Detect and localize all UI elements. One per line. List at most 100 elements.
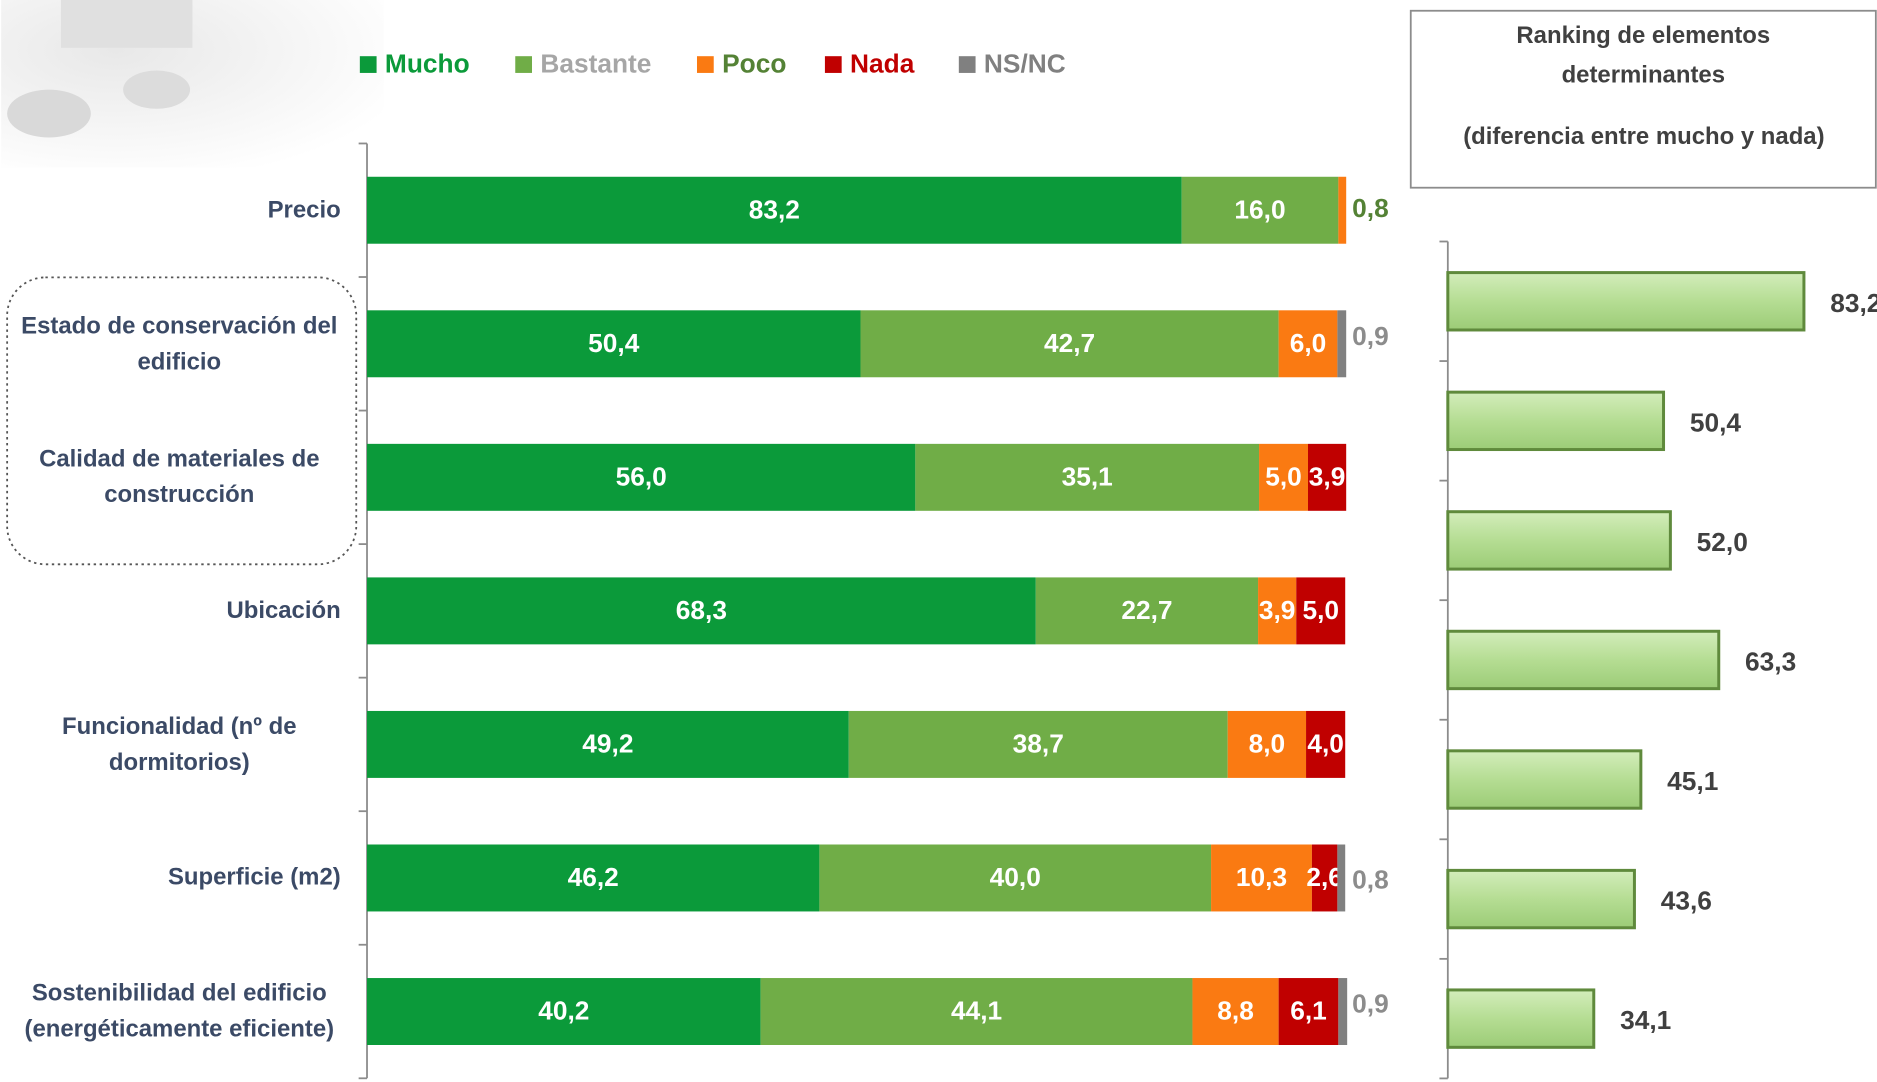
ranking-title-wrap: Ranking de elementos determinantes [1516, 22, 1771, 89]
data-label: 83,2 [749, 194, 800, 224]
data-label: 83,2 [1830, 288, 1877, 318]
data-label: 46,2 [568, 862, 619, 892]
bar [1446, 390, 1666, 452]
bar-segment [367, 310, 861, 378]
ranking-title: Ranking de elementos determinantes [1516, 22, 1771, 89]
highlight-box [6, 276, 358, 566]
decoration [1, 0, 384, 168]
category-label-wrap: Precio [1, 144, 341, 276]
bar [1446, 510, 1672, 571]
data-label: 5,0 [1265, 461, 1302, 491]
data-label: 2,6 [1306, 862, 1343, 892]
bar-segment [1296, 577, 1346, 645]
legend-label: Bastante [540, 49, 651, 79]
data-label: 63,3 [1745, 647, 1796, 677]
data-label: 68,3 [676, 595, 727, 625]
bar-segment [760, 978, 1193, 1045]
ranking-title-box [1409, 9, 1877, 189]
data-label: 44,1 [951, 996, 1002, 1026]
category-label-box: Calidad de materiales de construcción [1, 412, 341, 544]
data-label: 50,4 [588, 328, 640, 358]
bar [1446, 988, 1596, 1049]
category-label: Ubicación [226, 597, 341, 625]
legend-swatch [359, 56, 377, 73]
data-label: 0,8 [1352, 865, 1389, 895]
category-label: Estado de conservación del edificio [21, 312, 338, 375]
bar-segment [367, 176, 1182, 244]
category-label-box: Superficie (m2) [1, 812, 341, 944]
data-label: 43,6 [1661, 886, 1712, 916]
bar-segment [1259, 443, 1309, 511]
legend-label: Poco [722, 49, 786, 79]
data-label: 50,4 [1690, 407, 1742, 437]
bar-segment [367, 844, 820, 912]
data-label: 49,2 [582, 729, 633, 759]
bar [1446, 868, 1636, 930]
category-label-box: Ubicación [1, 545, 341, 677]
category-label: Calidad de materiales de construcción [39, 446, 320, 509]
data-label: 6,0 [1290, 328, 1327, 358]
category-label-box: Precio [1, 144, 341, 276]
bar [1446, 749, 1643, 810]
bar-segment [1337, 844, 1346, 912]
data-label: 3,9 [1309, 461, 1346, 491]
legend-swatch [958, 56, 976, 73]
bar-segment [1278, 978, 1339, 1045]
bar-segment [1337, 310, 1347, 378]
category-label-box: Estado de conservación del edificio [1, 278, 341, 410]
category-label: Sostenibilidad del edificio (energéticam… [24, 980, 335, 1043]
category-label: Precio [267, 197, 341, 224]
data-label: 52,0 [1697, 527, 1748, 557]
category-label-wrap: Calidad de materiales de construcción [1, 412, 341, 544]
bar-segment [915, 443, 1260, 511]
data-label: 3,9 [1259, 595, 1296, 625]
bar-segment [1258, 577, 1297, 645]
category-label-wrap: Ubicación [1, 545, 341, 677]
data-label: 0,9 [1352, 321, 1389, 351]
data-label: 22,7 [1121, 595, 1172, 625]
bar-segment [1308, 443, 1347, 511]
category-label-wrap: Sostenibilidad del edificio (energéticam… [1, 946, 341, 1078]
data-label: 42,7 [1044, 328, 1095, 358]
bar-segment [1338, 978, 1348, 1045]
data-label: 0,8 [1352, 193, 1389, 223]
bar-segment [367, 978, 761, 1045]
category-label: Funcionalidad (nº de dormitorios) [62, 713, 297, 776]
category-label-wrap: Superficie (m2) [1, 812, 341, 944]
data-label: 4,0 [1307, 729, 1344, 759]
bar-segment [1192, 978, 1279, 1045]
bar-segment [1278, 310, 1338, 378]
bar-segment [1306, 710, 1346, 778]
data-label: 35,1 [1062, 461, 1113, 491]
category-label-wrap: Estado de conservación del edificio [1, 278, 341, 410]
bar-segment [1338, 176, 1347, 244]
bar-segment [1181, 176, 1339, 244]
data-label: 45,1 [1667, 766, 1718, 796]
bar-segment [860, 310, 1279, 378]
bar-segment [367, 443, 916, 511]
data-label: 40,0 [990, 862, 1041, 892]
data-label: 8,0 [1249, 729, 1286, 759]
data-label: 8,8 [1217, 996, 1254, 1026]
bar-segment [1035, 577, 1259, 645]
legend-swatch [696, 56, 714, 73]
bar [1446, 629, 1721, 691]
bar-segment [819, 844, 1212, 912]
category-label-box: Sostenibilidad del edificio (energéticam… [1, 946, 341, 1078]
legend-swatch [824, 56, 842, 73]
data-label: 56,0 [616, 461, 667, 491]
bar-segment [1211, 844, 1312, 912]
category-label-box: Funcionalidad (nº de dormitorios) [1, 679, 341, 811]
data-label: 16,0 [1234, 194, 1285, 224]
legend-label: NS/NC [984, 49, 1066, 79]
bar-segment [1227, 710, 1307, 778]
legend-label: Nada [850, 49, 915, 79]
data-label: 6,1 [1290, 996, 1327, 1026]
data-label: 40,2 [538, 996, 589, 1026]
data-label: 10,3 [1236, 862, 1287, 892]
bar [1446, 271, 1806, 332]
data-label: 5,0 [1302, 595, 1339, 625]
legend-swatch [515, 56, 533, 73]
ranking-subtitle: (diferencia entre mucho y nada) [1463, 123, 1824, 150]
